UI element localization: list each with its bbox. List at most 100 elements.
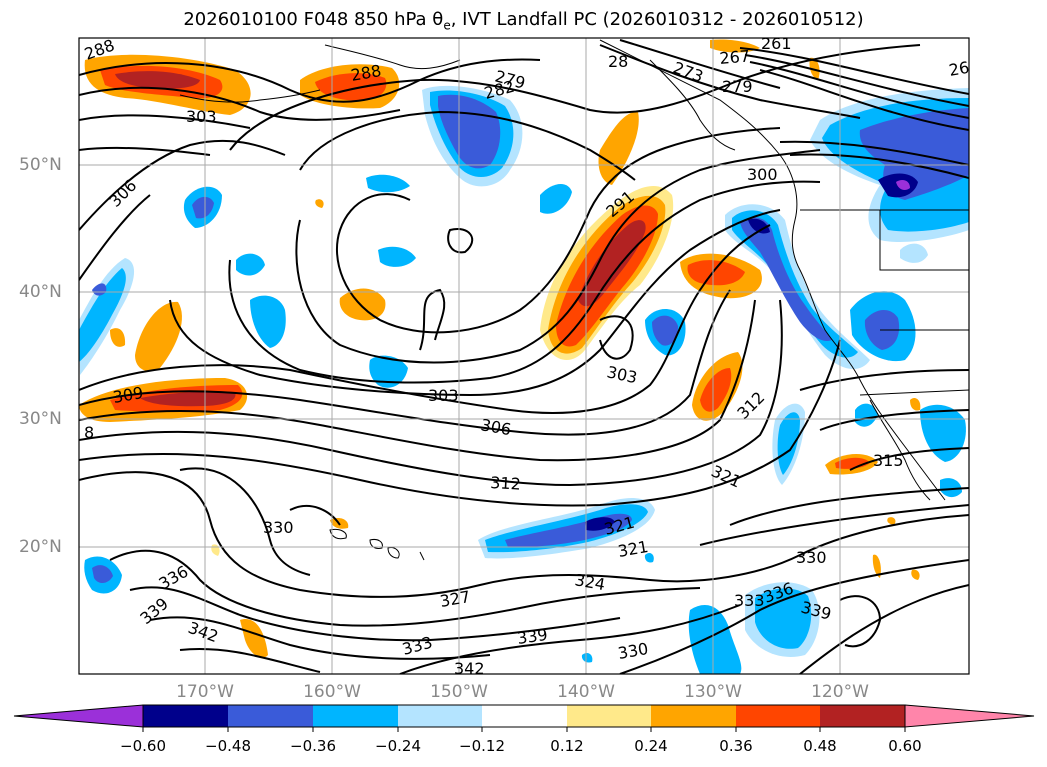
contour-line [79,299,756,462]
anomaly-patch [585,517,615,531]
contour-line [759,69,969,131]
lon-label-130w: 130°W [684,682,742,702]
coastline [179,89,321,103]
contour-line [789,153,969,179]
anomaly-patch [250,295,286,348]
contour-line [749,61,969,119]
lat-label-50n: 50°N [19,155,62,175]
anomaly-patch [700,368,732,412]
anomaly-patch [855,403,878,427]
contour-line [839,595,882,648]
contour-line [819,409,969,431]
contour-label: 315 [873,451,904,470]
contour-line [295,149,821,364]
anomaly-patch [687,260,745,286]
contour-label: 330 [796,548,827,567]
anomaly-patch [236,253,265,276]
lat-label-20n: 20°N [19,537,62,557]
anomaly-patch [378,246,416,267]
anomaly-patch [339,288,386,321]
contour-label: 333 [734,591,765,610]
anomaly-patch [92,565,113,584]
colorbar-segment [482,705,567,727]
contour-line [129,586,621,642]
anomaly-patch [740,217,832,341]
anomaly-patch [581,652,593,663]
anomaly-patch [115,71,200,89]
colorbar-tick-label: −0.36 [290,737,336,755]
anomaly-patch [911,569,920,580]
colorbar-segment [398,705,482,727]
contour-label: 261 [761,34,792,53]
lon-label-120w: 120°W [811,682,869,702]
positive-anomaly-areas [79,39,921,658]
lat-label-30n: 30°N [19,409,62,429]
colorbar-tick-label: 0.12 [550,737,584,755]
contour-line [109,549,701,627]
colorbar-tick-label: −0.60 [120,737,166,755]
contour-label: 300 [747,165,778,184]
title-prefix: 2026010100 F048 850 hPa θ [183,9,444,30]
figure-title: 2026010100 F048 850 hPa θe, IVT Landfall… [0,9,1047,33]
map-content: 288 303 306 309 8 288 279 282 28 273 267… [79,34,970,678]
contour-label: 303 [428,386,459,405]
theta-e-contours [79,39,969,674]
contour-line [79,299,783,487]
anomaly-patch [755,588,812,649]
contour-line [699,504,969,546]
graticule [79,38,969,674]
title-subscript: e [443,18,451,33]
anomaly-patch [688,605,742,674]
contour-label: 8 [84,423,94,442]
anomaly-patch [369,355,408,388]
contour-line [739,47,969,95]
colorbar-segment [313,705,398,727]
coastline [649,59,736,151]
colorbar-tick-label: −0.48 [205,737,251,755]
contour-label: 342 [454,659,485,678]
island [387,547,400,559]
border-line [859,389,969,396]
colorbar-tick-label: 0.48 [803,737,837,755]
contour-line [79,86,401,121]
anomaly-patch [910,398,921,411]
map-frame [78,37,970,675]
colorbar-frame [142,704,906,728]
lon-label-170w: 170°W [176,682,234,702]
contour-line [419,288,446,351]
coastlines [179,39,969,561]
contour-line [599,44,861,119]
anomaly-patch [578,220,646,307]
anomaly-patch [240,619,268,658]
anomaly-patch [598,111,639,185]
contour-line [79,139,286,231]
coastline [599,39,946,501]
colorbar-segment [567,705,651,727]
contour-line [289,505,341,526]
colorbar-segment [143,705,228,727]
contour-line [79,339,841,507]
island [369,539,383,549]
anomaly-patch [315,199,324,208]
contour-line [299,110,636,181]
contour-line [79,194,151,281]
contour-label: 339 [516,625,549,648]
contour-label: 330 [263,518,294,537]
contour-line [179,467,311,576]
anomaly-patch [110,328,126,347]
colorbar [13,704,1035,732]
contour-line [399,604,741,674]
anomaly-patch [92,283,107,296]
contour-line [169,209,781,397]
contour-label: 279 [722,77,753,96]
lon-label-150w: 150°W [430,682,488,702]
contour-line [79,224,771,414]
anomaly-patch [872,554,881,578]
colorbar-tick-label: 0.36 [719,737,753,755]
contour-label: 26 [947,58,970,80]
colorbar-segment [820,705,905,727]
colorbar-under-extension [13,704,144,728]
contour-line [744,54,969,107]
contour-line [599,315,634,360]
